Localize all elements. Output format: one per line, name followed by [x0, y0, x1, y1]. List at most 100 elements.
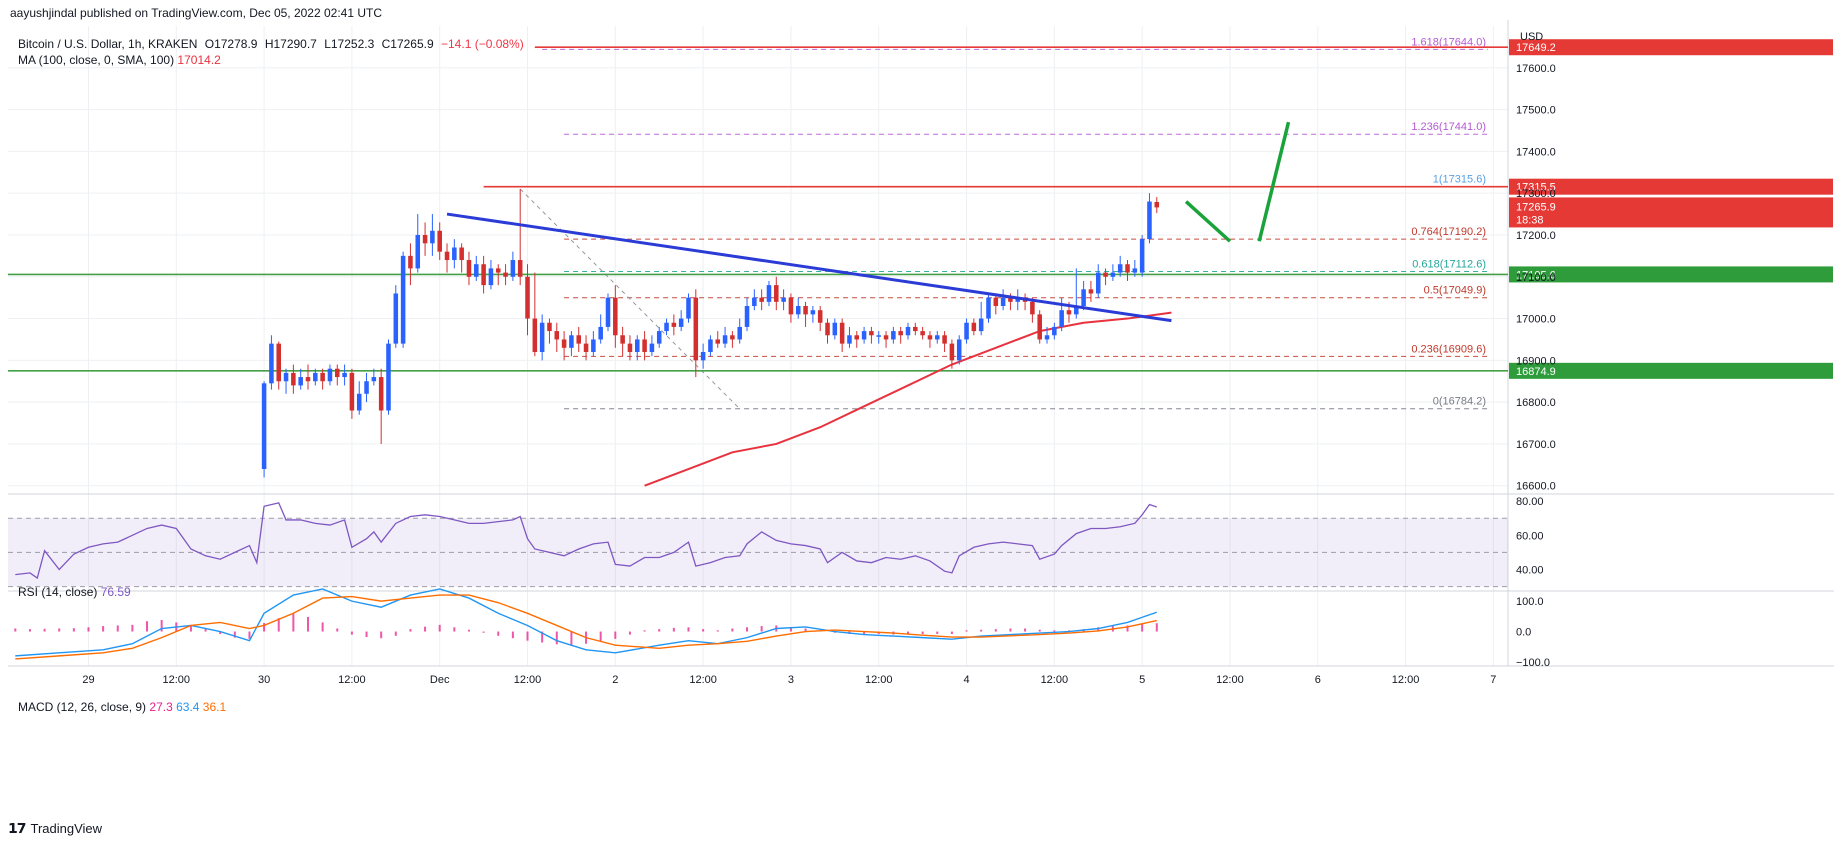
macd-histogram-bar [907, 631, 909, 634]
macd-histogram-bar [87, 627, 90, 632]
macd-histogram-bar [350, 631, 353, 635]
candle-body [386, 343, 391, 411]
candle-body [539, 322, 545, 352]
currency-label: USD [1520, 31, 1543, 43]
time-tick-label: 29 [82, 674, 94, 686]
time-tick-label: 12:00 [1392, 674, 1420, 686]
fib-level-label: 0.5(17049.9) [1424, 285, 1486, 297]
candle-body [927, 335, 933, 340]
macd-histogram-bar [511, 631, 514, 639]
candle-body [503, 272, 508, 277]
fib-level-label: 0(16784.2) [1433, 396, 1486, 408]
fib-level-label: 0.764(17190.2) [1411, 226, 1486, 238]
candle-body [949, 343, 955, 361]
candle-body [861, 331, 867, 340]
candle-body [1103, 272, 1108, 277]
candle-body [510, 260, 516, 277]
candle-body [752, 297, 757, 307]
macd-line-value: 63.4 [176, 700, 200, 714]
macd-histogram-bar [1009, 628, 1012, 632]
macd-histogram-bar [116, 625, 119, 632]
candle-body [993, 297, 999, 307]
price-tick-label: 16900.0 [1516, 355, 1556, 367]
candle-body [1125, 264, 1130, 273]
macd-histogram-bar [628, 631, 631, 635]
resistance-price-label: 17649.2 [1516, 42, 1556, 54]
macd-histogram-bar [336, 628, 339, 632]
macd-histogram-bar [160, 619, 163, 632]
candle-body [561, 339, 567, 348]
candle-body [1088, 289, 1094, 294]
candle-body [1008, 297, 1013, 302]
candle-body [891, 331, 896, 340]
candle-body [766, 285, 772, 302]
current-price-badge [1509, 197, 1833, 228]
resistance-price-tag [1509, 178, 1833, 195]
time-tick-label: 5 [1139, 674, 1145, 686]
time-tick-label: 12:00 [1216, 674, 1244, 686]
candle-body [883, 335, 889, 340]
current-price-label: 17265.9 [1516, 201, 1556, 213]
macd-histogram-bar [1053, 630, 1056, 632]
trendline [446, 212, 1172, 323]
candle-body [913, 326, 918, 332]
ma-label: MA (100, close, 0, SMA, 100) [18, 53, 175, 67]
macd-histogram-bar [570, 631, 573, 645]
support-price-label: 16874.9 [1516, 366, 1556, 378]
macd-histogram-bar [614, 631, 617, 639]
time-tick-label: 3 [788, 674, 794, 686]
time-tick-label: 7 [1490, 674, 1496, 686]
open-value: O17278.9 [204, 37, 258, 51]
candle-body [642, 339, 647, 352]
macd-signal-value: 36.1 [202, 700, 227, 714]
macd-histogram-bar [687, 627, 690, 632]
macd-histogram-bar [307, 616, 309, 632]
symbol-title: Bitcoin / U.S. Dollar, 1h, KRAKEN [18, 37, 198, 51]
macd-legend: MACD (12, 26, close, 9) 27.3 63.4 36.1 [18, 700, 226, 714]
macd-histogram-bar [102, 626, 105, 632]
candle-body [1074, 306, 1079, 315]
macd-histogram-bar [526, 631, 529, 641]
footer-brand[interactable]: 𝟭𝟳 TradingView [8, 820, 102, 837]
candle-body [269, 343, 274, 384]
rsi-legend: RSI (14, close) 76.59 [18, 585, 131, 599]
macd-histogram-bar [380, 631, 383, 639]
macd-label: MACD (12, 26, close, 9) [18, 700, 147, 714]
candle-body [898, 331, 903, 336]
candle-body [364, 381, 369, 394]
candle-body [847, 335, 852, 344]
fib-level-label: 1(17315.6) [1433, 174, 1486, 186]
fib-diagonal-line [519, 188, 741, 410]
price-tick-label: 17100.0 [1516, 272, 1556, 284]
price-tick-label: 17600.0 [1516, 63, 1556, 75]
candle-body [876, 335, 881, 337]
macd-histogram-bar [43, 628, 46, 632]
fib-level-label: 1.236(17441.0) [1411, 121, 1486, 133]
macd-histogram-bar [746, 627, 749, 632]
candle-body [722, 335, 728, 344]
time-tick-label: Dec [430, 674, 450, 686]
candle-body [1095, 272, 1101, 294]
candle-body [1037, 314, 1042, 340]
macd-tick-label: 100.0 [1516, 596, 1544, 608]
macd-histogram-bar [994, 629, 997, 632]
macd-histogram-bar [541, 631, 544, 643]
macd-histogram-bar [248, 631, 251, 639]
candle-body [320, 372, 325, 382]
tradingview-logo-icon: 𝟭𝟳 [8, 820, 27, 836]
bar-countdown-label: 18:38 [1516, 214, 1544, 226]
candle-body [825, 322, 830, 336]
macd-histogram-bar [204, 629, 207, 632]
rsi-tick-label: 60.00 [1516, 530, 1544, 542]
macd-histogram-bar [365, 631, 368, 638]
price-tick-label: 17500.0 [1516, 105, 1556, 117]
projection-arrow-line [1184, 200, 1232, 243]
high-value: H17290.7 [264, 37, 317, 51]
macd-histogram-bar [1024, 628, 1027, 632]
candle-body [305, 377, 311, 382]
support-price-tag [1509, 266, 1833, 283]
candle-body [605, 297, 611, 327]
candle-body [656, 331, 662, 344]
support-price-tag [1509, 362, 1833, 379]
